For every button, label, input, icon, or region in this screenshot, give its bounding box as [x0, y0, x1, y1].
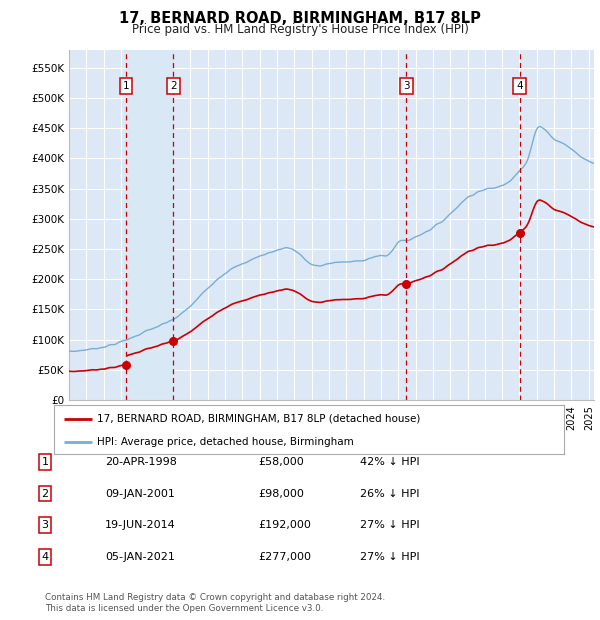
Bar — [126, 50, 173, 400]
Text: 4: 4 — [41, 552, 49, 562]
Text: 3: 3 — [403, 81, 410, 91]
Text: 2: 2 — [170, 81, 177, 91]
Text: HPI: Average price, detached house, Birmingham: HPI: Average price, detached house, Birm… — [97, 436, 354, 447]
Text: £192,000: £192,000 — [258, 520, 311, 530]
Text: 09-JAN-2001: 09-JAN-2001 — [105, 489, 175, 498]
Text: £58,000: £58,000 — [258, 457, 304, 467]
Text: 17, BERNARD ROAD, BIRMINGHAM, B17 8LP (detached house): 17, BERNARD ROAD, BIRMINGHAM, B17 8LP (d… — [97, 414, 421, 423]
Text: Contains HM Land Registry data © Crown copyright and database right 2024.
This d: Contains HM Land Registry data © Crown c… — [45, 593, 385, 613]
Text: 27% ↓ HPI: 27% ↓ HPI — [360, 552, 419, 562]
Text: 2: 2 — [41, 489, 49, 498]
Text: 26% ↓ HPI: 26% ↓ HPI — [360, 489, 419, 498]
Text: Price paid vs. HM Land Registry's House Price Index (HPI): Price paid vs. HM Land Registry's House … — [131, 24, 469, 36]
Text: 42% ↓ HPI: 42% ↓ HPI — [360, 457, 419, 467]
Text: 1: 1 — [41, 457, 49, 467]
Text: 17, BERNARD ROAD, BIRMINGHAM, B17 8LP: 17, BERNARD ROAD, BIRMINGHAM, B17 8LP — [119, 11, 481, 26]
Text: 05-JAN-2021: 05-JAN-2021 — [105, 552, 175, 562]
Text: 1: 1 — [123, 81, 130, 91]
Text: 27% ↓ HPI: 27% ↓ HPI — [360, 520, 419, 530]
Text: 19-JUN-2014: 19-JUN-2014 — [105, 520, 176, 530]
Text: 3: 3 — [41, 520, 49, 530]
Text: £98,000: £98,000 — [258, 489, 304, 498]
Text: 20-APR-1998: 20-APR-1998 — [105, 457, 177, 467]
Text: 4: 4 — [517, 81, 523, 91]
Text: £277,000: £277,000 — [258, 552, 311, 562]
